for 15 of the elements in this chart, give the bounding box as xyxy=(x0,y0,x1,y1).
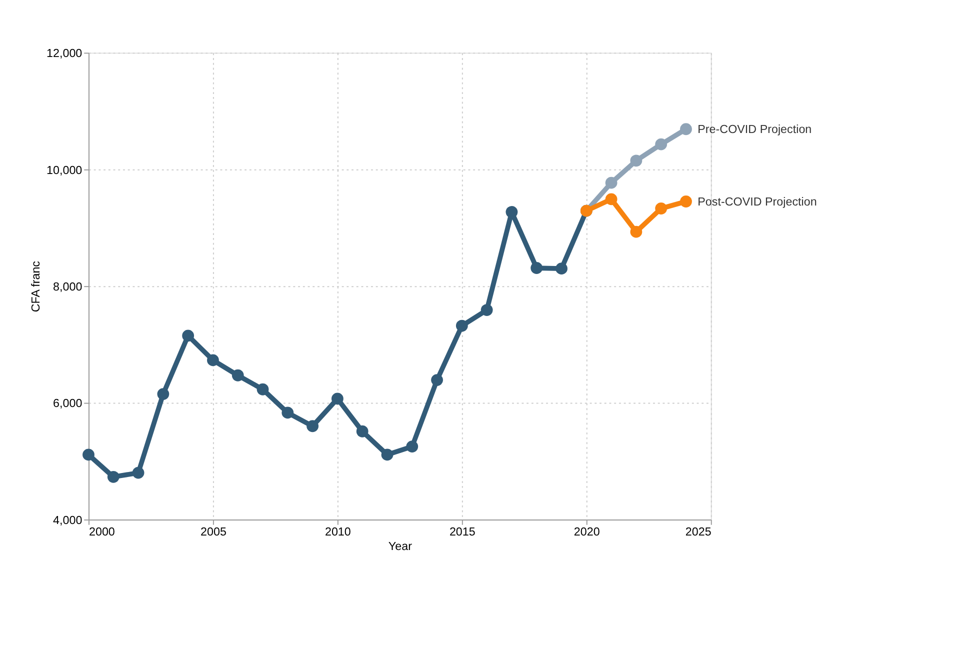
y-tick-label: 12,000 xyxy=(46,47,83,60)
x-tick-label: 2020 xyxy=(574,526,600,539)
y-tick-label: 6,000 xyxy=(53,397,83,410)
series-label: Pre-COVID Projection xyxy=(698,123,812,136)
x-tick-label: 2015 xyxy=(449,526,476,539)
y-axis-title: CFA franc xyxy=(30,260,43,312)
x-tick-label: 2010 xyxy=(324,526,352,539)
x-tick-label: 2025 xyxy=(685,526,712,539)
y-tick-label: 8,000 xyxy=(53,280,83,294)
series-label: Post-COVID Projection xyxy=(698,195,817,208)
x-tick-label: 2000 xyxy=(88,526,116,539)
y-tick-label: 4,000 xyxy=(53,514,83,527)
x-tick-label: 2005 xyxy=(200,526,226,539)
x-axis-title: Year xyxy=(388,540,412,554)
y-tick-label: 10,000 xyxy=(46,164,83,177)
